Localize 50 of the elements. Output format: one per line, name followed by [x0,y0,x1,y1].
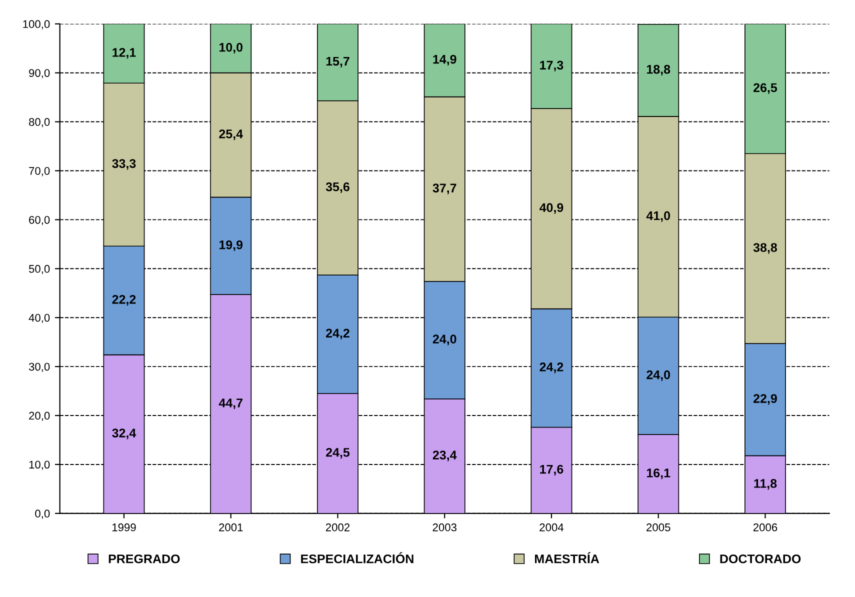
data-label: 14,9 [433,54,456,66]
y-tick-label: 20,0 [29,412,50,421]
data-label: 25,4 [219,130,243,140]
y-tick-label: 0,0 [35,510,50,519]
x-tick-label: 2005 [646,523,670,532]
x-tick-label: 2001 [219,523,243,532]
data-label: 17,6 [540,464,564,476]
y-tick-label: 70,0 [29,167,50,176]
data-label: 22,2 [112,294,136,306]
data-label: 32,4 [112,428,136,440]
y-tick-label: 90,0 [29,69,50,78]
y-tick-label: 30,0 [28,362,50,372]
data-label: 15,7 [326,56,350,68]
data-label: 23,4 [432,450,457,462]
x-tick-label: 2003 [432,523,456,532]
legend-label: PREGRADO [108,554,180,564]
x-tick-label: 2006 [753,523,778,532]
data-label: 18,8 [646,64,670,76]
data-label: 33,3 [112,159,136,170]
data-label: 17,3 [540,60,564,72]
data-label: 35,6 [326,182,350,194]
legend-label: MAESTRÍA [535,552,600,564]
data-label: 37,7 [432,184,456,194]
data-label: 24,2 [540,362,564,374]
y-tick-label: 80,0 [28,118,50,128]
x-tick-label: 1999 [112,523,136,532]
data-label: 10,0 [219,42,243,54]
legend-label: ESPECIALIZACIÓN [301,552,414,564]
x-tick-label: 2002 [326,523,350,532]
data-label: 11,8 [754,479,777,490]
data-label: 40,9 [540,203,564,214]
data-label: 19,9 [219,240,243,252]
data-label: 24,5 [326,448,350,459]
data-label: 12,1 [112,48,136,59]
y-tick-label: 40,0 [28,314,50,324]
data-label: 22,9 [753,394,777,405]
data-label: 16,1 [646,468,670,480]
y-tick-label: 100,0 [23,20,50,30]
data-label: 38,8 [753,243,778,254]
data-label: 41,0 [646,211,670,222]
legend-label: DOCTORADO [720,554,801,564]
y-tick-label: 60,0 [29,216,50,226]
x-tick-label: 2004 [540,523,564,532]
y-tick-label: 50,0 [28,264,50,274]
y-tick-label: 10,0 [29,460,50,470]
data-label: 26,5 [753,83,778,94]
data-label: 44,7 [218,398,242,410]
data-label: 24,0 [432,334,456,346]
data-label: 24,0 [646,370,670,382]
data-label: 24,2 [326,328,350,340]
